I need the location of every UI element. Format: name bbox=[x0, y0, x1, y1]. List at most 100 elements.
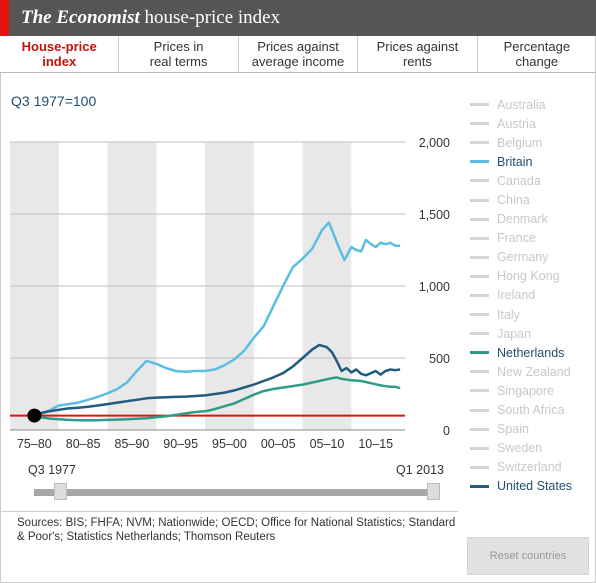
slider-end-handle[interactable] bbox=[427, 483, 440, 500]
divider bbox=[0, 511, 458, 512]
legend-item-china[interactable]: China bbox=[470, 190, 596, 209]
legend-swatch bbox=[470, 103, 489, 107]
legend-item-singapore[interactable]: Singapore bbox=[470, 381, 596, 400]
y-tick-label: 2,000 bbox=[419, 136, 450, 150]
legend-item-austria[interactable]: Austria bbox=[470, 114, 596, 133]
tab-2[interactable]: Prices against average income bbox=[237, 36, 357, 72]
y-tick-label: 500 bbox=[429, 352, 450, 366]
page-title: The Economist house-price index bbox=[21, 7, 280, 29]
legend-item-italy[interactable]: Italy bbox=[470, 305, 596, 324]
legend-swatch bbox=[470, 446, 489, 450]
legend-item-germany[interactable]: Germany bbox=[470, 248, 596, 267]
tab-0[interactable]: House-price index bbox=[0, 36, 119, 72]
slider-start-label: Q3 1977 bbox=[28, 463, 76, 477]
tab-label: Prices against average income bbox=[251, 39, 345, 69]
x-tick-label: 00–05 bbox=[261, 437, 296, 451]
legend-item-australia[interactable]: Australia bbox=[470, 95, 596, 114]
legend-swatch bbox=[470, 274, 489, 278]
legend-label: New Zealand bbox=[497, 364, 571, 379]
legend-label: France bbox=[497, 231, 536, 246]
tab-label: Prices against rents bbox=[376, 39, 459, 69]
legend-label: Germany bbox=[497, 250, 549, 265]
legend-item-canada[interactable]: Canada bbox=[470, 171, 596, 190]
legend-swatch bbox=[470, 370, 489, 374]
legend-swatch bbox=[470, 141, 489, 145]
legend-label: Hong Kong bbox=[497, 269, 560, 284]
legend-item-netherlands[interactable]: Netherlands bbox=[470, 343, 596, 362]
y-tick-label: 1,000 bbox=[419, 280, 450, 294]
baseline-label: Q3 1977=100 bbox=[11, 93, 97, 109]
reset-countries-button[interactable]: Reset countries bbox=[467, 537, 589, 575]
legend-swatch bbox=[470, 465, 489, 469]
legend-label: Japan bbox=[497, 326, 532, 341]
legend-label: Sweden bbox=[497, 441, 543, 456]
legend-label: Italy bbox=[497, 307, 520, 322]
legend-item-united-states[interactable]: United States bbox=[470, 477, 596, 496]
legend-swatch bbox=[470, 484, 489, 488]
date-range-slider: Q3 1977 Q1 2013 bbox=[28, 460, 448, 510]
legend-item-ireland[interactable]: Ireland bbox=[470, 286, 596, 305]
legend-label: Canada bbox=[497, 173, 541, 188]
legend-swatch bbox=[470, 179, 489, 183]
x-tick-label: 95–00 bbox=[212, 437, 247, 451]
legend-swatch bbox=[470, 313, 489, 317]
legend-label: China bbox=[497, 193, 530, 208]
legend-swatch bbox=[470, 217, 489, 221]
slider-start-handle[interactable] bbox=[54, 483, 67, 500]
tab-1[interactable]: Prices in real terms bbox=[118, 36, 237, 72]
legend-swatch bbox=[470, 236, 489, 240]
x-tick-label: 85–90 bbox=[115, 437, 150, 451]
x-tick-label: 05–10 bbox=[310, 437, 345, 451]
x-tick-label: 90–95 bbox=[163, 437, 198, 451]
legend-swatch bbox=[470, 160, 489, 164]
y-tick-label: 0 bbox=[443, 424, 450, 438]
legend-label: Belgium bbox=[497, 135, 543, 150]
series-line-netherlands bbox=[34, 376, 401, 422]
legend-item-spain[interactable]: Spain bbox=[470, 420, 596, 439]
series-line-united-states bbox=[33, 343, 401, 417]
tab-label: Percentage change bbox=[503, 39, 571, 69]
series-line-britain bbox=[34, 221, 401, 417]
x-tick-label: 80–85 bbox=[66, 437, 101, 451]
legend-label: Britain bbox=[497, 154, 533, 169]
legend-item-new-zealand[interactable]: New Zealand bbox=[470, 362, 596, 381]
legend-item-sweden[interactable]: Sweden bbox=[470, 439, 596, 458]
legend-swatch bbox=[470, 332, 489, 336]
legend-label: South Africa bbox=[497, 403, 565, 418]
tab-bar: House-price index Prices in real terms Pri… bbox=[0, 36, 596, 73]
legend-swatch bbox=[470, 255, 489, 259]
tab-3[interactable]: Prices against rents bbox=[357, 36, 476, 72]
legend-label: Ireland bbox=[497, 288, 536, 303]
legend-item-britain[interactable]: Britain bbox=[470, 152, 596, 171]
legend-item-south-africa[interactable]: South Africa bbox=[470, 401, 596, 420]
legend-label: Denmark bbox=[497, 212, 548, 227]
tab-label: House-price index bbox=[21, 39, 97, 69]
legend-item-france[interactable]: France bbox=[470, 229, 596, 248]
legend-label: Switzerland bbox=[497, 460, 562, 475]
legend-item-denmark[interactable]: Denmark bbox=[470, 210, 596, 229]
house-price-chart: 75–80 80–85 85–90 90–95 95–00 00–05 05–10 10–15… bbox=[10, 136, 450, 451]
legend-label: Netherlands bbox=[497, 345, 565, 360]
legend-swatch bbox=[470, 293, 489, 297]
legend-item-switzerland[interactable]: Switzerland bbox=[470, 458, 596, 477]
x-tick-label: 10–15 bbox=[358, 437, 393, 451]
legend-item-belgium[interactable]: Belgium bbox=[470, 133, 596, 152]
legend-label: Spain bbox=[497, 422, 529, 437]
title-text: house-price index bbox=[139, 7, 281, 28]
legend-item-hong-kong[interactable]: Hong Kong bbox=[470, 267, 596, 286]
legend-swatch bbox=[470, 427, 489, 431]
red-accent-bar bbox=[0, 0, 9, 36]
sources-note: Sources: BIS; FHFA; NVM; Nationwide; OEC… bbox=[17, 517, 456, 543]
tab-4[interactable]: Percentage change bbox=[476, 36, 596, 72]
title-brand: The Economist bbox=[21, 7, 140, 28]
legend-swatch bbox=[470, 351, 489, 355]
legend-label: Singapore bbox=[497, 383, 554, 398]
legend-label: Austria bbox=[497, 116, 536, 131]
header-bar: The Economist house-price index bbox=[0, 0, 596, 36]
legend-label: Australia bbox=[497, 97, 546, 112]
x-tick-label: 75–80 bbox=[17, 437, 52, 451]
y-tick-label: 1,500 bbox=[419, 208, 450, 222]
slider-track[interactable] bbox=[34, 489, 439, 496]
slider-end-label: Q1 2013 bbox=[396, 463, 444, 477]
legend-item-japan[interactable]: Japan bbox=[470, 324, 596, 343]
